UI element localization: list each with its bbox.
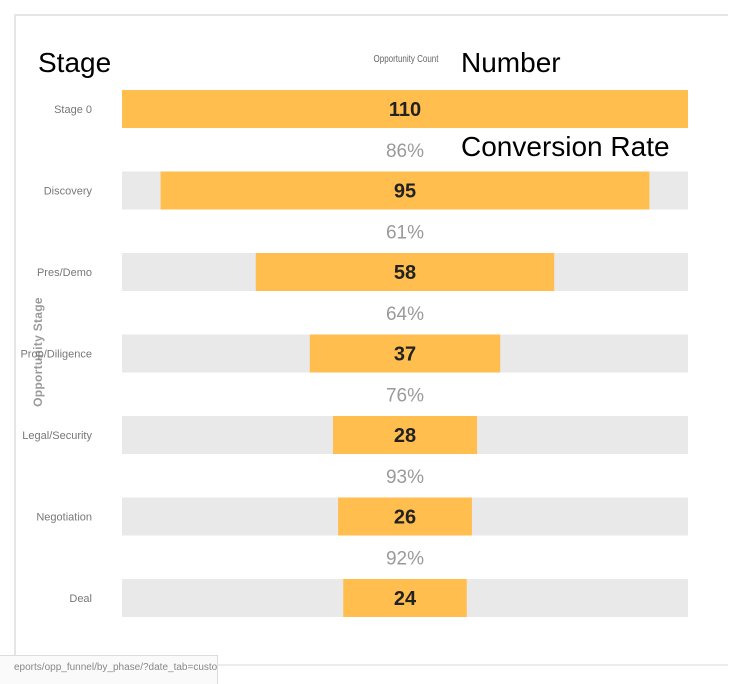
conversion-rate-label: 93% [386, 467, 424, 488]
conversion-rate-label: 64% [386, 304, 424, 325]
count-data-label: 37 [394, 344, 416, 366]
funnel-bar [255, 253, 555, 291]
url-status-tab[interactable]: eports/opp_funnel/by_phase/?date_tab=cus… [0, 655, 218, 684]
stage-tick-label: Prop/Diligence [20, 349, 92, 361]
funnel-bar [338, 497, 472, 536]
funnel-bar [343, 579, 467, 617]
stage-tick-label: Discovery [44, 186, 93, 198]
count-data-label: 24 [394, 588, 417, 610]
stage-tick-label: Negotiation [36, 512, 92, 524]
funnel-bar [309, 334, 501, 373]
conversion-rate-label: 86% [386, 141, 424, 162]
count-axis-header: Opportunity Count [373, 54, 439, 65]
stage-tick-label: Legal/Security [22, 430, 92, 442]
funnel-bar [122, 90, 688, 128]
count-data-label: 28 [394, 425, 416, 447]
funnel-bar [332, 416, 478, 454]
count-data-label: 110 [389, 99, 421, 121]
conversion-rate-annotation: Conversion Rate [461, 131, 670, 162]
count-data-label: 26 [394, 507, 416, 529]
stage-tick-label: Deal [69, 593, 92, 605]
count-data-label: 95 [394, 181, 416, 203]
stage-annotation: Stage [38, 47, 112, 78]
conversion-rate-label: 61% [386, 222, 424, 243]
conversion-rate-label: 76% [386, 385, 424, 406]
funnel-bar [160, 171, 650, 210]
stage-tick-label: Pres/Demo [37, 267, 92, 279]
stage-tick-label: Stage 0 [54, 104, 92, 116]
conversion-rate-label: 92% [386, 548, 424, 569]
number-annotation: Number [461, 47, 561, 78]
chart-frame [14, 14, 728, 666]
count-data-label: 58 [394, 262, 416, 284]
frame-divider [14, 664, 728, 666]
